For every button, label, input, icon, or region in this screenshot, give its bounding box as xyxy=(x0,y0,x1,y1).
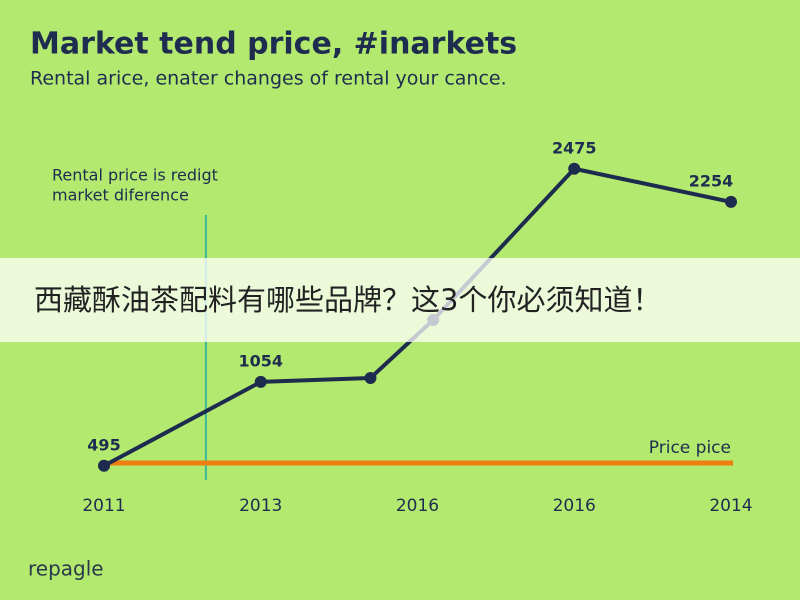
watermark: repagle xyxy=(28,557,104,581)
data-label: 1054 xyxy=(238,351,283,370)
line xyxy=(103,166,732,468)
x-tick-label: 2014 xyxy=(709,496,752,516)
point xyxy=(98,459,110,472)
point xyxy=(364,372,377,384)
annotation: market diference xyxy=(52,186,189,205)
x-tick-label: 2011 xyxy=(82,496,125,516)
data-label: 2475 xyxy=(552,138,597,157)
chart-title: Market tend price, #inarkets xyxy=(30,27,517,62)
x-tick-label: 2016 xyxy=(396,496,439,516)
annotation: Rental price is redigt xyxy=(52,166,218,185)
x-tick-label: 2016 xyxy=(553,496,596,516)
reference-label: Price pice xyxy=(649,438,731,458)
data-label: 2254 xyxy=(689,171,734,190)
point xyxy=(254,375,267,388)
x-tick-label: 2013 xyxy=(239,496,282,516)
chart-subtitle: Rental arice, enater changes of rental y… xyxy=(30,68,507,90)
point xyxy=(725,195,737,208)
point xyxy=(568,162,581,175)
banner-background xyxy=(0,258,800,342)
data-label: 495 xyxy=(87,435,120,454)
banner-text: 西藏酥油茶配料有哪些品牌？这3个你必须知道！ xyxy=(34,283,661,317)
